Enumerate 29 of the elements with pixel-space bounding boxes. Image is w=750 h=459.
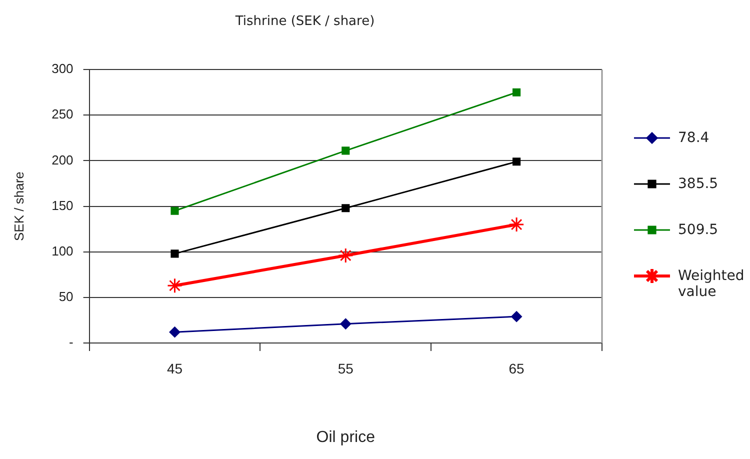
legend-label: 509.5	[678, 222, 720, 238]
point	[512, 88, 521, 96]
point	[169, 326, 180, 338]
point	[508, 216, 524, 232]
legend-label: 385.5	[678, 176, 720, 192]
y-tick-label: 50	[58, 289, 74, 304]
point	[170, 250, 179, 258]
y-tick-label: 300	[52, 61, 74, 76]
point	[170, 206, 179, 215]
x-tick-label: 55	[338, 360, 354, 376]
legend-label: 78.4	[678, 130, 710, 146]
point	[511, 311, 522, 322]
legend-label: Weighted value	[678, 268, 744, 300]
x-tick-label: 45	[166, 360, 183, 376]
y-tick-label: -	[68, 334, 74, 350]
point	[340, 318, 352, 330]
y-axis-title: SEK / share	[11, 172, 26, 241]
y-tick-label: 250	[52, 106, 74, 122]
point	[512, 158, 521, 166]
point	[166, 278, 182, 294]
y-tick-label: 200	[52, 152, 74, 168]
y-tick-label: 100	[52, 243, 74, 258]
x-axis-title: Oil price	[316, 428, 376, 446]
point	[338, 248, 354, 264]
point	[342, 146, 350, 155]
x-tick-label: 65	[508, 360, 525, 376]
y-tick-label: 150	[52, 198, 74, 213]
chart-title: Tishrine (SEK / share)	[234, 14, 375, 30]
point	[342, 204, 350, 212]
